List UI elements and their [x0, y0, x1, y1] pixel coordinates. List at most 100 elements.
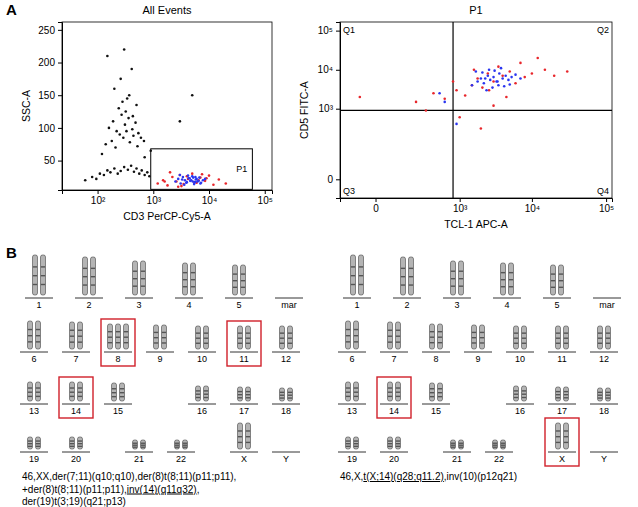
chromosome-band [354, 446, 358, 447]
point [125, 130, 128, 133]
point [224, 182, 227, 185]
chromosome-band [288, 392, 292, 393]
chromosome-label: 6 [349, 354, 354, 364]
series [359, 57, 569, 130]
chromosome-band [509, 272, 513, 273]
chromosome-band [91, 284, 95, 285]
highlight-box [101, 319, 135, 366]
chromosome-band [196, 397, 200, 398]
point [113, 167, 116, 170]
point [480, 77, 483, 80]
chromosome-band [78, 341, 82, 342]
chromosome-band [238, 442, 242, 443]
caption-segment: 46,XX,der(7;11)(q10;q10),der(8)t(8;11)(p… [22, 471, 236, 482]
chromosome [559, 265, 564, 295]
chromosome-band [183, 443, 187, 444]
y-tick-mark [336, 179, 340, 180]
chromosome-band [141, 445, 145, 446]
chromosome-band [116, 331, 120, 332]
chromosome-band [522, 397, 526, 398]
chromosome-band [551, 273, 555, 274]
chromosome-band [91, 268, 95, 269]
chromosome-label: 5 [554, 300, 559, 310]
chromosome-band [120, 396, 124, 397]
chromosome-band [564, 442, 568, 443]
chromosome-band [246, 442, 250, 443]
point [536, 57, 539, 60]
chromosome-band [451, 443, 455, 444]
x-tick-mark [376, 198, 377, 202]
chromosome-band [501, 443, 505, 444]
x-tick-mark [606, 198, 607, 202]
point [504, 75, 507, 78]
chromosome-band [78, 330, 82, 331]
chromosome-band [396, 330, 400, 331]
chromosome-band [183, 445, 187, 446]
chromosome-band [459, 285, 463, 286]
chromosome-band [501, 446, 505, 447]
chromosome-band [78, 392, 82, 393]
chromosome [359, 255, 364, 295]
chromosome-slot [451, 261, 464, 295]
quadrant-label: Q4 [597, 186, 609, 196]
chromosome-line [506, 352, 534, 353]
chromosome-slot [472, 325, 485, 349]
chromosome-line [590, 404, 618, 405]
chromosome-line [275, 298, 303, 299]
point [182, 183, 185, 186]
chromosome-band [354, 396, 358, 397]
chromosome-band [120, 392, 124, 393]
point [191, 172, 194, 175]
y-tick: 10⁵ [318, 25, 340, 36]
chromosome-label: 1 [354, 300, 359, 310]
chromosome-label: 2 [86, 300, 91, 310]
x-tick: 0 [373, 198, 379, 214]
chromosome-band [204, 338, 208, 339]
chromosome [564, 326, 569, 349]
chromosome-label: 15 [113, 406, 123, 416]
chromosome-band [196, 343, 200, 344]
chromosome-slot [556, 387, 569, 401]
chromosome [238, 387, 243, 401]
point [498, 72, 501, 75]
chromosome-slot [598, 326, 611, 349]
chromosome-band [28, 335, 32, 336]
chromosome [556, 387, 561, 401]
chromosome-label: 2 [404, 300, 409, 310]
y-tick-label: 150 [38, 90, 55, 101]
chromosome-band [564, 332, 568, 333]
point [507, 79, 510, 82]
chromosome [141, 440, 146, 449]
chromosome-band [459, 446, 463, 447]
chromosome-band [246, 332, 250, 333]
karyotype-caption: +der(8)t(8;11)(p11;p11),inv(14)(q11q32), [22, 484, 199, 495]
chromosome-band [606, 332, 610, 333]
chromosome-slot [112, 383, 125, 401]
point [432, 92, 435, 95]
chromosome-band [459, 278, 463, 279]
chromosome-band [493, 446, 497, 447]
point [143, 140, 146, 143]
x-axis-title: CD3 PerCP-Cy5-A [123, 210, 211, 222]
point [501, 75, 504, 78]
chromosome [36, 382, 41, 401]
chromosome-band [70, 330, 74, 331]
chromosome-band [238, 343, 242, 344]
chromosome-band [162, 332, 166, 333]
chromosome-line [338, 404, 366, 405]
point [132, 115, 135, 118]
chromosome-band [175, 446, 179, 447]
chromosome-line [443, 452, 471, 453]
chart-title: All Events [143, 4, 192, 16]
chromosome-band [288, 395, 292, 396]
point [199, 182, 202, 185]
highlight-box [227, 321, 261, 366]
chromosome [78, 322, 83, 349]
chromosome-band [359, 275, 363, 276]
point [452, 80, 455, 83]
chromosome-band [388, 392, 392, 393]
chromosome-band [388, 336, 392, 337]
point [121, 100, 124, 103]
point [455, 123, 458, 126]
chromosome-band [501, 279, 505, 280]
